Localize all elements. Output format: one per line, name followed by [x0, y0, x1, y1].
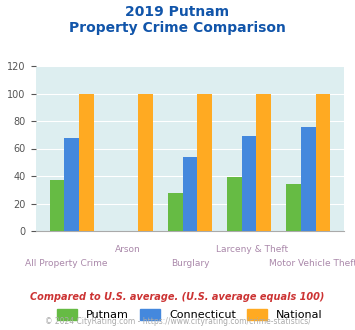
Legend: Putnam, Connecticut, National: Putnam, Connecticut, National [53, 305, 327, 324]
Bar [242, 136, 256, 231]
Bar [301, 126, 316, 231]
Text: Property Crime Comparison: Property Crime Comparison [69, 21, 286, 35]
Text: Larceny & Theft: Larceny & Theft [215, 245, 288, 254]
Bar [64, 138, 79, 231]
Text: Arson: Arson [115, 245, 141, 254]
Bar [286, 184, 301, 231]
Bar [50, 180, 64, 231]
Text: 2019 Putnam: 2019 Putnam [125, 5, 230, 19]
Bar [182, 157, 197, 231]
Bar [227, 178, 242, 231]
Text: © 2024 CityRating.com - https://www.cityrating.com/crime-statistics/: © 2024 CityRating.com - https://www.city… [45, 317, 310, 326]
Text: Compared to U.S. average. (U.S. average equals 100): Compared to U.S. average. (U.S. average … [30, 292, 325, 302]
Text: All Property Crime: All Property Crime [25, 259, 108, 268]
Bar [256, 93, 271, 231]
Bar [197, 93, 212, 231]
Bar [316, 93, 330, 231]
Text: Motor Vehicle Theft: Motor Vehicle Theft [269, 259, 355, 268]
Bar [79, 93, 94, 231]
Text: Burglary: Burglary [171, 259, 209, 268]
Bar [168, 192, 182, 231]
Bar [138, 93, 153, 231]
